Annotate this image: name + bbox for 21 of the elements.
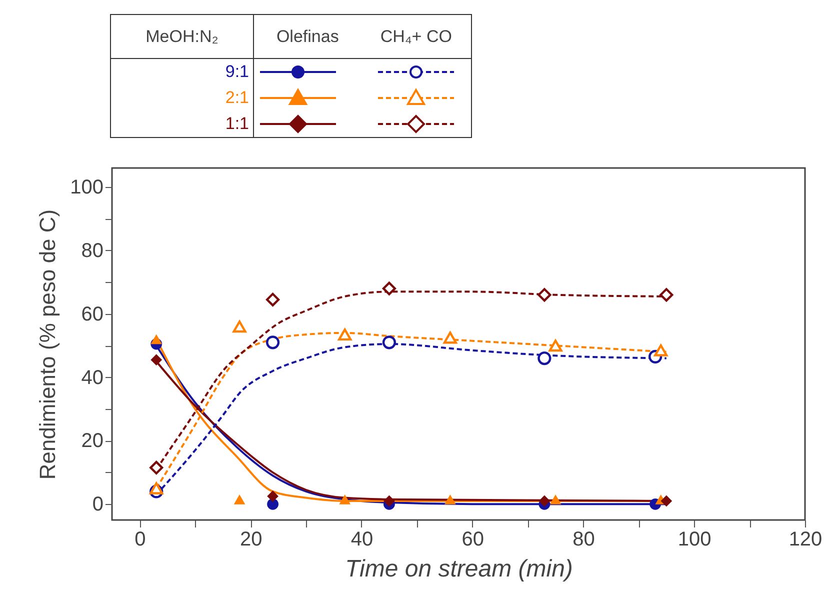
x-tick-label: 20 <box>240 528 262 550</box>
legend-title: MeOH:N₂ <box>110 14 254 58</box>
y-axis-title: Rendimiento (% peso de C) <box>35 209 60 480</box>
x-tick-label: 0 <box>134 528 146 550</box>
text: Olefinas <box>254 14 362 58</box>
x-tick-label: 120 <box>788 528 822 550</box>
text: CH₄+ CO <box>361 14 472 58</box>
x-tick-label: 40 <box>350 528 374 550</box>
x-tick-label: 100 <box>678 528 712 550</box>
y-tick-label: 60 <box>81 303 104 326</box>
text: 9:1 <box>110 58 254 85</box>
y-tick-label: 20 <box>81 430 104 452</box>
text: 1:1 <box>110 111 254 138</box>
text: 2:1 <box>110 85 254 111</box>
y-tick-label: 100 <box>70 176 104 199</box>
y-tick-label: 40 <box>81 366 104 389</box>
y-tick-label: 0 <box>92 494 104 516</box>
x-tick-label: 80 <box>572 528 595 550</box>
y-tick-label: 80 <box>81 240 104 262</box>
x-tick-label: 60 <box>462 528 484 550</box>
x-axis-title: Time on stream (min) <box>345 556 573 582</box>
